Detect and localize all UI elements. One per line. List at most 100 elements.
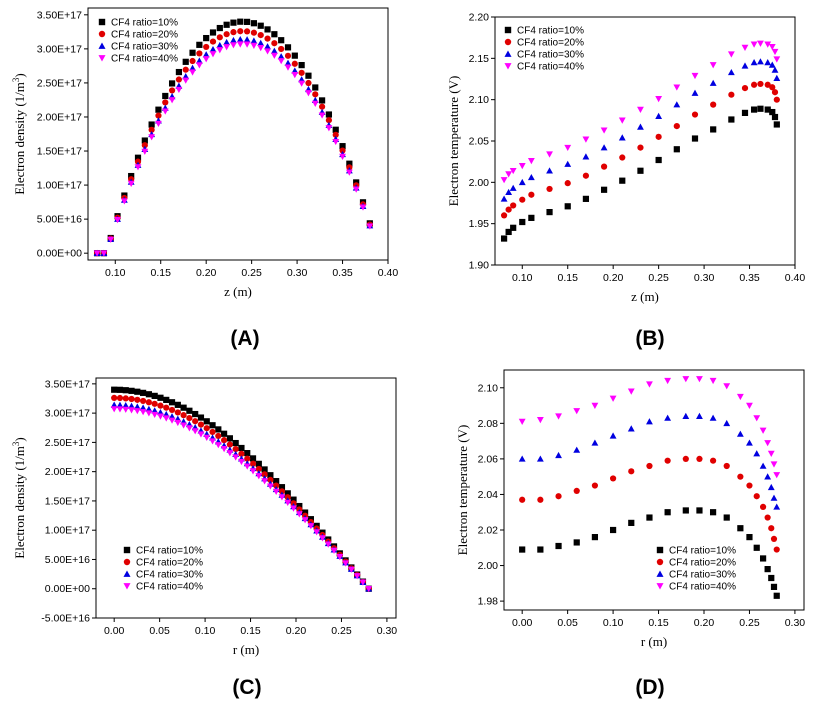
data-point bbox=[771, 48, 779, 56]
data-point bbox=[215, 426, 222, 433]
data-point bbox=[768, 525, 775, 532]
data-point bbox=[691, 111, 699, 118]
data-point bbox=[243, 28, 251, 35]
y-tick-label: 3.50E+17 bbox=[45, 378, 90, 390]
data-point bbox=[709, 414, 717, 421]
data-point bbox=[93, 250, 101, 257]
data-point bbox=[163, 396, 170, 403]
data-point bbox=[325, 125, 333, 132]
data-point bbox=[145, 410, 153, 417]
data-point bbox=[555, 542, 562, 550]
data-point bbox=[710, 126, 717, 133]
data-point bbox=[185, 425, 193, 432]
chart-panel-d: 0.00 0.05 0.10 0.15 0.20 0.25 0.30 1.98 2.00 2.02… bbox=[455, 369, 805, 649]
legend-marker bbox=[504, 50, 512, 57]
data-point bbox=[600, 127, 608, 134]
data-point bbox=[290, 505, 297, 512]
data-point bbox=[564, 180, 571, 187]
data-point bbox=[230, 19, 237, 26]
data-point bbox=[505, 228, 512, 236]
y-axis-title: Electron temperature (V) bbox=[446, 76, 461, 207]
data-point bbox=[238, 444, 245, 452]
data-point bbox=[151, 411, 159, 419]
data-point bbox=[264, 43, 271, 50]
x-tick-label: 0.25 bbox=[648, 272, 669, 284]
y-tick-label: 2.50E+17 bbox=[37, 77, 82, 89]
data-point bbox=[313, 529, 321, 536]
data-point bbox=[764, 59, 772, 66]
data-point bbox=[637, 123, 644, 130]
x-axis-title: z (m) bbox=[631, 289, 659, 304]
data-point bbox=[223, 21, 230, 28]
data-point bbox=[696, 376, 703, 383]
data-point bbox=[764, 81, 771, 88]
x-tick-label: 0.00 bbox=[512, 617, 533, 629]
data-point bbox=[226, 435, 233, 442]
data-point bbox=[298, 69, 305, 76]
data-point bbox=[646, 462, 653, 470]
legend: CF4 ratio=10%CF4 ratio=20%CF4 ratio=30%C… bbox=[123, 546, 203, 593]
data-point bbox=[527, 173, 535, 181]
data-point bbox=[223, 31, 230, 38]
data-point bbox=[261, 471, 268, 478]
data-point bbox=[764, 41, 772, 48]
y-tick-label: 2.00 bbox=[478, 560, 499, 572]
data-point bbox=[203, 418, 210, 425]
data-point bbox=[673, 101, 681, 108]
series-2 bbox=[500, 80, 780, 219]
x-tick-label: 0.00 bbox=[104, 625, 125, 637]
data-point bbox=[162, 415, 170, 422]
legend: CF4 ratio=10%CF4 ratio=20%CF4 ratio=30%C… bbox=[98, 18, 178, 65]
y-tick-label: 2.02 bbox=[478, 525, 499, 537]
data-point bbox=[682, 412, 690, 420]
data-point bbox=[175, 68, 183, 76]
data-point bbox=[120, 198, 128, 205]
data-point bbox=[768, 574, 775, 582]
data-point bbox=[291, 60, 298, 67]
data-point bbox=[655, 96, 663, 103]
data-point bbox=[257, 22, 264, 29]
x-axis-title: r (m) bbox=[233, 642, 259, 657]
data-point bbox=[244, 455, 251, 462]
data-point bbox=[145, 399, 152, 406]
data-point bbox=[655, 112, 663, 119]
data-point bbox=[305, 72, 312, 79]
x-tick-label: 0.30 bbox=[287, 267, 308, 279]
series-1 bbox=[519, 507, 780, 599]
data-point bbox=[769, 108, 776, 116]
data-point bbox=[141, 148, 149, 155]
legend-label: CF4 ratio=20% bbox=[136, 558, 203, 569]
legend-label: CF4 ratio=10% bbox=[136, 546, 203, 557]
data-point bbox=[255, 465, 262, 473]
x-tick-label: 0.10 bbox=[195, 625, 216, 637]
data-point bbox=[753, 415, 761, 422]
data-point bbox=[220, 430, 228, 437]
data-point bbox=[345, 169, 353, 176]
data-point bbox=[209, 29, 217, 36]
data-point bbox=[249, 455, 257, 462]
y-tick-label: 1.50E+17 bbox=[37, 146, 82, 158]
data-point bbox=[757, 58, 764, 65]
data-point bbox=[753, 493, 760, 500]
data-point bbox=[122, 395, 129, 402]
data-point bbox=[546, 151, 553, 158]
data-point bbox=[342, 560, 349, 567]
data-point bbox=[110, 406, 118, 413]
x-tick-label: 0.40 bbox=[785, 272, 806, 284]
data-point bbox=[582, 153, 590, 160]
data-point bbox=[710, 101, 717, 108]
data-point bbox=[267, 472, 274, 479]
plot-frame bbox=[95, 377, 397, 619]
data-point bbox=[682, 455, 689, 462]
x-tick-label: 0.20 bbox=[286, 625, 307, 637]
legend-marker bbox=[123, 583, 131, 590]
x-tick-label: 0.25 bbox=[241, 267, 262, 279]
data-point bbox=[196, 50, 203, 57]
data-point bbox=[122, 401, 130, 409]
data-point bbox=[573, 487, 580, 494]
series-4 bbox=[93, 41, 374, 257]
data-point bbox=[116, 406, 124, 413]
y-tick-label: 5.00E+16 bbox=[37, 214, 82, 226]
panel-label-d: (D) bbox=[635, 676, 664, 699]
data-point bbox=[209, 422, 216, 429]
